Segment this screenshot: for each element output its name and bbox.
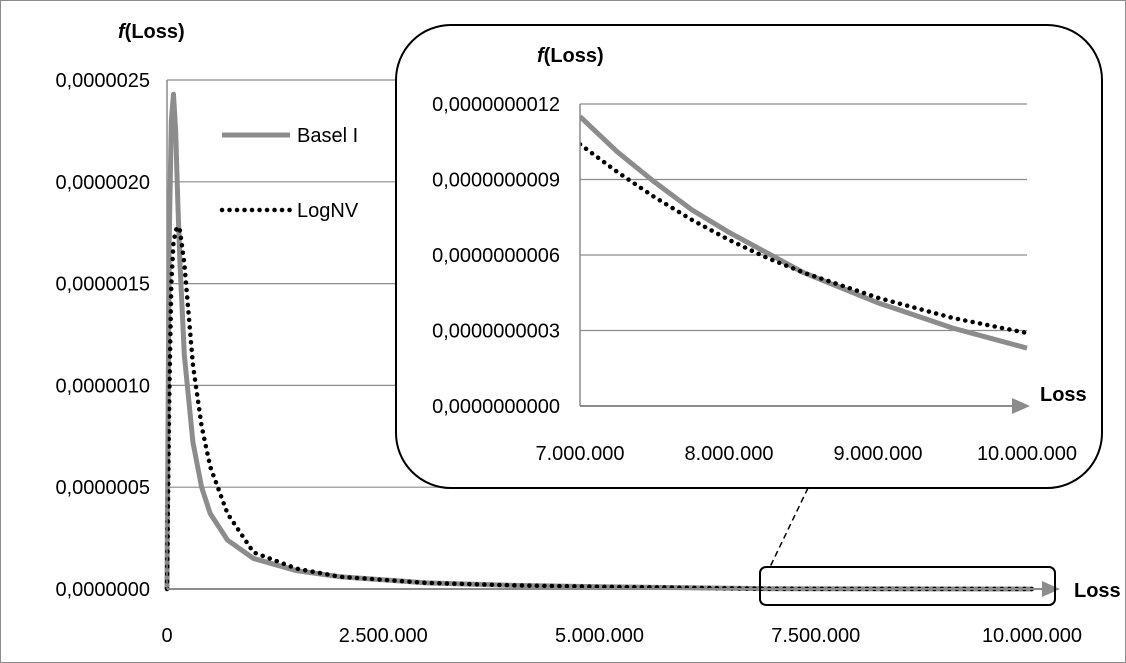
main-x-tick-label: 7.500.000 (771, 625, 860, 647)
main-y-axis-title: f(Loss) (118, 21, 185, 43)
main-x-tick-label: 0 (161, 625, 172, 647)
main-y-tick-label: 0,0000010 (55, 375, 150, 397)
inset-x-axis-arrow (1012, 398, 1030, 414)
main-x-tick-label: 2.500.000 (339, 625, 428, 647)
main-series-layer (164, 91, 1035, 592)
inset-panel (395, 24, 1103, 489)
inset-y-tick-label: 0,0000000012 (432, 94, 560, 116)
inset-y-tick-label: 0,0000000006 (432, 245, 560, 267)
inset-y-tick-labels: 0,0000000000 0,0000000003 0,0000000006 0,00… (432, 94, 560, 418)
inset-series-basel-line (580, 114, 1028, 351)
zoom-connector-line (769, 487, 809, 568)
main-x-tick-label: 10.000.000 (982, 625, 1082, 647)
zoom-region-box (759, 566, 1056, 606)
inset-series-layer (580, 114, 1030, 351)
legend-basel-label: Basel I (297, 125, 358, 147)
inset-series-lognv-line (580, 142, 1030, 336)
main-x-axis-arrow (1042, 581, 1060, 597)
legend-lognv-label: LogNV (297, 200, 359, 222)
main-axes (166, 80, 1060, 597)
inset-y-tick-label: 0,0000000003 (432, 321, 560, 343)
inset-x-tick-label: 8.000.000 (685, 443, 774, 465)
inset-x-tick-labels: 7.000.000 8.000.000 9.000.000 10.000.000 (536, 443, 1078, 465)
inset-x-tick-label: 9.000.000 (834, 443, 923, 465)
inset-y-tick-label: 0,0000000000 (432, 396, 560, 418)
inset-axes (579, 104, 1030, 414)
inset-y-tick-label: 0,0000000009 (432, 170, 560, 192)
main-series-lognv-line (164, 224, 1035, 592)
main-x-axis-title: Loss (1074, 580, 1121, 602)
main-y-tick-label: 0,0000020 (55, 172, 150, 194)
main-y-tick-label: 0,0000025 (55, 70, 150, 92)
main-x-tick-labels: 0 2.500.000 5.000.000 7.500.000 10.000.000 (161, 625, 1082, 647)
main-x-tick-label: 5.000.000 (555, 625, 644, 647)
main-y-tick-labels: 0,0000000 0,0000005 0,0000010 0,0000015 0,00… (55, 70, 150, 601)
main-y-tick-label: 0,0000015 (55, 274, 150, 296)
legend: Basel I LogNV (219, 125, 359, 222)
inset-y-axis-title: f(Loss) (537, 45, 604, 67)
inset-x-tick-label: 10.000.000 (977, 443, 1077, 465)
inset-x-axis-title: Loss (1040, 384, 1087, 406)
main-y-tick-label: 0,0000005 (55, 477, 150, 499)
inset-x-tick-label: 7.000.000 (536, 443, 625, 465)
main-y-tick-label: 0,0000000 (55, 579, 150, 601)
